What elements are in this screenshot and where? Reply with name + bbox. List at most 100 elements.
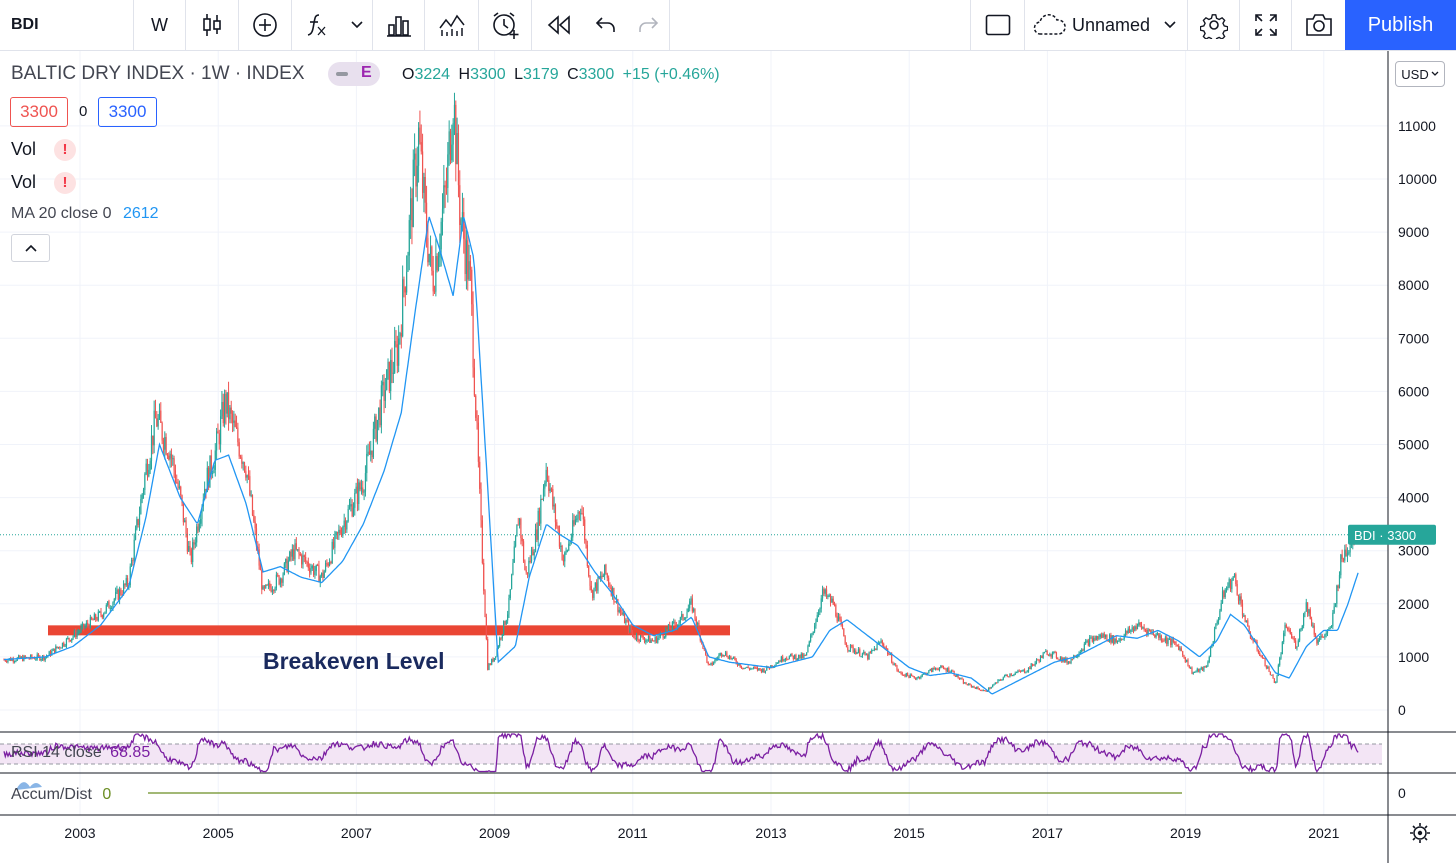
- candle-body: [1312, 625, 1314, 627]
- candle-body: [564, 552, 566, 562]
- candle-body: [489, 664, 491, 666]
- candle-body: [798, 654, 800, 659]
- candle-body: [1022, 669, 1024, 671]
- candle-body: [511, 574, 513, 590]
- candle-body: [572, 520, 574, 538]
- cloud-icon: [1033, 14, 1066, 35]
- vol-legend-1[interactable]: Vol!: [11, 139, 77, 162]
- price-axis[interactable]: 0 1000 2000 3000 4000 5000 6000 7000 8000 9000 100…: [1398, 118, 1437, 718]
- candle-body: [315, 564, 317, 572]
- candle-body: [52, 648, 54, 651]
- ma-value: 2612: [122, 205, 159, 222]
- candle-body: [323, 571, 325, 578]
- candle-body: [88, 625, 90, 629]
- time-axis-label: 2015: [894, 825, 925, 841]
- candle-body: [421, 151, 424, 193]
- candle-body: [366, 453, 368, 474]
- candle-body: [335, 532, 337, 535]
- candle-body: [1116, 640, 1119, 643]
- breakeven-annotation[interactable]: Breakeven Level: [263, 648, 445, 674]
- currency-select[interactable]: USD: [1395, 61, 1445, 87]
- candle-body: [1033, 664, 1035, 666]
- rsi-legend[interactable]: RSI 14 close 68.85: [11, 744, 150, 762]
- candle-body: [1106, 634, 1108, 641]
- candle-body: [351, 504, 353, 517]
- time-axis[interactable]: 2003 2005 2007 2009 2011 2013 2015 2017 2019 2021: [64, 825, 1339, 841]
- strategy-button[interactable]: [425, 0, 479, 50]
- candle-body: [952, 670, 954, 672]
- candle-body: [626, 620, 628, 622]
- candle-body: [407, 255, 409, 272]
- candle-body: [779, 661, 781, 663]
- warning-icon[interactable]: !: [54, 172, 77, 195]
- snapshot-button[interactable]: [1292, 0, 1345, 50]
- accum-dist-legend[interactable]: Accum/Dist 0: [11, 786, 111, 804]
- candle-body: [633, 634, 635, 638]
- sell-button[interactable]: 3300: [10, 97, 68, 127]
- candle-body: [33, 657, 36, 660]
- redo-button[interactable]: [626, 0, 670, 50]
- candle-body: [930, 668, 933, 672]
- indicators-button[interactable]: [292, 0, 342, 50]
- candle-body: [524, 561, 526, 571]
- candle-body: [188, 546, 190, 552]
- candle-body: [132, 560, 134, 562]
- candle-body: [817, 612, 820, 616]
- candle-body: [129, 566, 131, 586]
- collapse-legend-button[interactable]: [11, 234, 50, 262]
- fullscreen-button[interactable]: [1240, 0, 1292, 50]
- chart-type-button[interactable]: [186, 0, 239, 50]
- candle-body: [1236, 584, 1238, 595]
- vol-legend-2[interactable]: Vol!: [11, 172, 77, 195]
- templates-button[interactable]: [373, 0, 425, 50]
- candle-body: [360, 487, 363, 490]
- bdi-candles: [3, 92, 1355, 692]
- interval-button[interactable]: W: [134, 0, 186, 50]
- undo-button[interactable]: [586, 0, 626, 50]
- candle-body: [194, 542, 196, 545]
- candle-body: [517, 524, 519, 526]
- settings-button[interactable]: [1188, 0, 1240, 50]
- symbol-search[interactable]: BDI: [0, 0, 134, 50]
- candle-body: [770, 665, 772, 669]
- candle-body: [917, 676, 919, 679]
- multi-layout-button[interactable]: [970, 0, 1025, 50]
- layout-name-button[interactable]: Unnamed: [1025, 0, 1188, 50]
- candle-body: [481, 520, 483, 563]
- candle-body: [348, 506, 351, 510]
- candle-body: [584, 519, 586, 541]
- candle-body: [1166, 637, 1168, 644]
- candle-body: [491, 658, 493, 665]
- candle-body: [15, 660, 17, 662]
- candle-body: [37, 654, 40, 656]
- legend-toggle-pill[interactable]: E: [328, 62, 380, 86]
- indicators-dropdown[interactable]: [342, 0, 373, 50]
- warning-icon[interactable]: !: [54, 139, 77, 162]
- replay-button[interactable]: [532, 0, 586, 50]
- candle-body: [982, 690, 984, 692]
- fx-icon: [307, 14, 326, 36]
- candle-body: [802, 653, 804, 658]
- ma-legend[interactable]: MA 20 close 0 2612: [11, 205, 159, 223]
- candle-body: [1071, 658, 1073, 660]
- candle-body: [234, 420, 236, 427]
- candle-body: [747, 666, 749, 669]
- publish-button[interactable]: Publish: [1345, 0, 1456, 50]
- candle-body: [732, 657, 735, 659]
- compare-symbol-button[interactable]: [239, 0, 292, 50]
- gear-icon[interactable]: [1410, 823, 1430, 843]
- candle-body: [68, 637, 70, 640]
- candle-body: [689, 601, 691, 609]
- candle-body: [108, 601, 110, 609]
- candle-body: [1006, 674, 1008, 677]
- chart-area[interactable]: 0 1000 2000 3000 4000 5000 6000 7000 8000 9000 100…: [0, 51, 1456, 863]
- buy-button[interactable]: 3300: [98, 97, 157, 127]
- candle-body: [1321, 635, 1323, 637]
- candle-body: [293, 549, 295, 560]
- alert-button[interactable]: [479, 0, 532, 50]
- candle-body: [465, 240, 468, 274]
- candle-body: [618, 609, 620, 612]
- candle-body: [126, 578, 129, 586]
- candle-body: [1279, 658, 1281, 666]
- rsi-value: 68.85: [110, 744, 151, 761]
